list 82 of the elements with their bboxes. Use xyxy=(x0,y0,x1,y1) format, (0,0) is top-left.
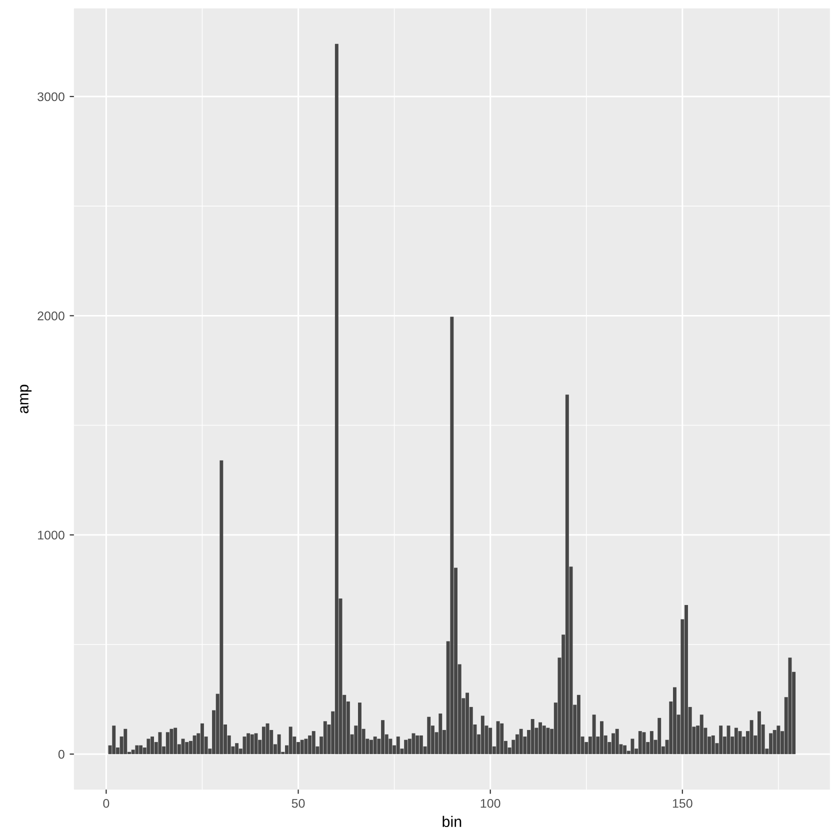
bar xyxy=(373,736,377,754)
bar xyxy=(658,718,662,754)
bar xyxy=(200,723,204,754)
bar xyxy=(192,735,196,754)
bar xyxy=(500,723,504,754)
bar xyxy=(600,721,604,754)
bar xyxy=(576,694,580,754)
bar xyxy=(112,726,116,754)
bar xyxy=(630,738,634,754)
bar xyxy=(166,732,170,754)
bar xyxy=(416,735,420,754)
bar xyxy=(711,735,715,754)
bar xyxy=(146,738,150,754)
bar xyxy=(150,736,154,754)
x-tick-label: 50 xyxy=(292,798,305,808)
bar xyxy=(738,731,742,754)
bar xyxy=(466,692,470,754)
bar xyxy=(220,460,224,754)
bar xyxy=(404,740,408,754)
bar xyxy=(277,734,281,754)
bar xyxy=(139,745,142,754)
y-tick-label: 1000 xyxy=(38,530,64,540)
y-tick-label: 2000 xyxy=(38,312,64,320)
bar xyxy=(592,714,596,754)
bar xyxy=(266,723,270,754)
bar xyxy=(131,750,135,754)
x-axis-title: bin xyxy=(442,816,462,828)
bar xyxy=(381,720,384,754)
bar xyxy=(488,728,492,754)
bar xyxy=(124,728,128,754)
x-tick-label: 150 xyxy=(672,798,692,808)
bar xyxy=(776,726,780,754)
bar xyxy=(396,736,400,754)
bar xyxy=(615,728,619,754)
bar xyxy=(623,745,627,754)
bar xyxy=(684,605,688,754)
bar xyxy=(750,720,754,754)
bar xyxy=(672,687,676,754)
bar xyxy=(300,740,304,754)
bar xyxy=(546,728,550,754)
bar xyxy=(450,316,454,754)
bar xyxy=(769,733,772,754)
bar xyxy=(250,734,254,754)
bar xyxy=(565,394,569,754)
y-tick-label: 0 xyxy=(58,750,64,759)
bar xyxy=(650,731,654,754)
bar xyxy=(312,731,316,754)
bar xyxy=(388,738,392,754)
x-tick-label: 100 xyxy=(480,798,500,808)
bar xyxy=(638,731,642,754)
bar xyxy=(719,726,723,754)
bar xyxy=(135,745,139,754)
bar xyxy=(758,711,761,754)
bar xyxy=(538,722,542,754)
bar xyxy=(262,726,266,754)
bar xyxy=(519,728,523,754)
bar xyxy=(480,716,484,754)
bar xyxy=(788,658,792,754)
bar xyxy=(158,732,162,754)
x-tick-label: 0 xyxy=(103,798,110,808)
bar xyxy=(308,735,312,754)
bar xyxy=(323,721,327,754)
bar xyxy=(438,714,442,754)
bar xyxy=(370,740,373,754)
bar xyxy=(288,726,292,754)
bar xyxy=(772,730,776,754)
bar xyxy=(734,728,738,754)
bar xyxy=(700,714,704,754)
bar xyxy=(235,743,239,754)
bar xyxy=(304,738,308,754)
y-axis-title: amp xyxy=(20,384,32,414)
bar xyxy=(185,742,189,754)
bar xyxy=(246,733,250,754)
bar xyxy=(612,733,615,754)
bar xyxy=(419,735,423,754)
bar xyxy=(530,719,534,754)
bar xyxy=(358,702,362,754)
bar xyxy=(174,728,178,754)
bar xyxy=(542,726,546,754)
y-tick-label: 3000 xyxy=(38,92,64,102)
bar xyxy=(427,716,431,754)
bar xyxy=(334,44,338,754)
